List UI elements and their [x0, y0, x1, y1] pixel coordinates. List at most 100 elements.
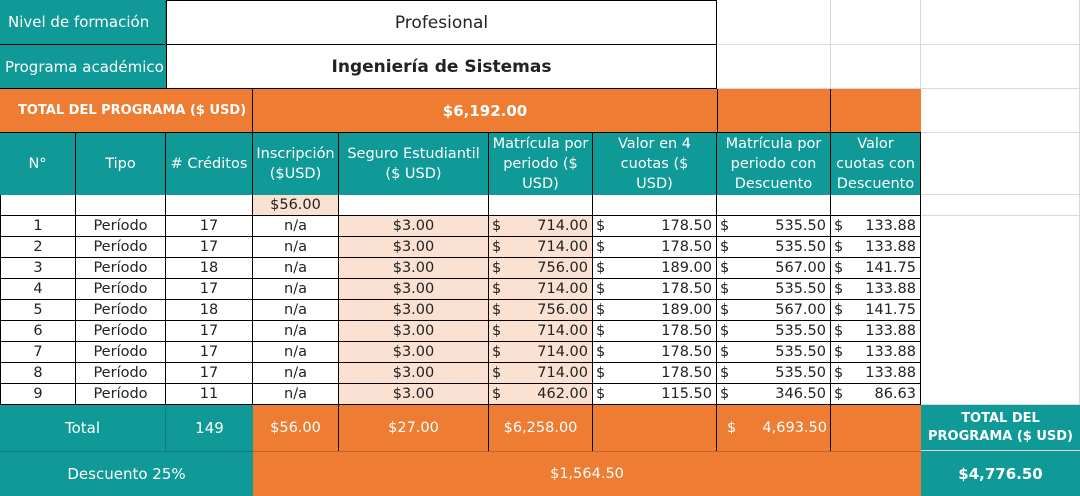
cell-seguro[interactable]: $3.00 — [339, 300, 489, 321]
cell-matricula[interactable]: $714.00 — [489, 342, 593, 363]
cell-n[interactable]: 3 — [0, 258, 76, 279]
cell-cuotas[interactable]: $178.50 — [593, 321, 717, 342]
nivel-value[interactable]: Profesional — [166, 0, 717, 45]
cell-n[interactable]: 8 — [0, 363, 76, 384]
empty-cell[interactable] — [0, 195, 76, 216]
cell-inscripcion[interactable]: n/a — [253, 279, 339, 300]
cell-matricula-desc[interactable]: $567.00 — [717, 300, 831, 321]
total-seguro[interactable]: $27.00 — [339, 405, 489, 451]
cell-matricula-desc[interactable]: $535.50 — [717, 363, 831, 384]
cell-tipo[interactable]: Período — [76, 258, 166, 279]
cell-matricula-desc[interactable]: $567.00 — [717, 258, 831, 279]
cell-creditos[interactable]: 17 — [166, 363, 253, 384]
total-matricula[interactable]: $6,258.00 — [489, 405, 593, 451]
total-cuotas-empty[interactable] — [593, 405, 717, 451]
cell-matricula[interactable]: $756.00 — [489, 258, 593, 279]
cell-seguro[interactable]: $3.00 — [339, 342, 489, 363]
descuento-value[interactable]: $1,564.50 — [253, 451, 921, 496]
empty-cell[interactable] — [921, 0, 1080, 45]
total-programa-empty[interactable] — [717, 89, 831, 133]
cell-seguro[interactable]: $3.00 — [339, 321, 489, 342]
cell-creditos[interactable]: 11 — [166, 384, 253, 405]
programa-value[interactable]: Ingeniería de Sistemas — [166, 44, 717, 89]
cell-inscripcion[interactable]: n/a — [253, 237, 339, 258]
cell-cuotas-desc[interactable]: $133.88 — [831, 342, 921, 363]
cell-matricula[interactable]: $714.00 — [489, 216, 593, 237]
cell-seguro[interactable]: $3.00 — [339, 363, 489, 384]
empty-cell[interactable] — [921, 89, 1080, 133]
cell-cuotas[interactable]: $178.50 — [593, 279, 717, 300]
empty-cell[interactable] — [921, 45, 1080, 89]
cell-cuotas[interactable]: $178.50 — [593, 363, 717, 384]
cell-matricula[interactable]: $462.00 — [489, 384, 593, 405]
cell-cuotas-desc[interactable]: $133.88 — [831, 363, 921, 384]
header-cuotas-desc[interactable]: Valor cuotas con Descuento — [831, 133, 921, 195]
cell-tipo[interactable]: Período — [76, 321, 166, 342]
cell-creditos[interactable]: 17 — [166, 237, 253, 258]
programa-label[interactable]: Programa académico — [0, 45, 166, 89]
cell-matricula-desc[interactable]: $535.50 — [717, 321, 831, 342]
cell-cuotas[interactable]: $178.50 — [593, 342, 717, 363]
cell-creditos[interactable]: 17 — [166, 342, 253, 363]
empty-cell[interactable] — [593, 195, 717, 216]
header-matricula[interactable]: Matrícula por periodo ($ USD) — [489, 133, 593, 195]
cell-matricula-desc[interactable]: $535.50 — [717, 279, 831, 300]
cell-seguro[interactable]: $3.00 — [339, 216, 489, 237]
total-creditos[interactable]: 149 — [166, 405, 253, 451]
cell-tipo[interactable]: Período — [76, 216, 166, 237]
cell-cuotas[interactable]: $178.50 — [593, 216, 717, 237]
cell-matricula[interactable]: $714.00 — [489, 363, 593, 384]
empty-cell[interactable] — [921, 195, 1080, 216]
cell-inscripcion[interactable]: n/a — [253, 300, 339, 321]
nivel-label[interactable]: Nivel de formación — [0, 0, 166, 45]
cell-tipo[interactable]: Período — [76, 300, 166, 321]
cell-cuotas-desc[interactable]: $133.88 — [831, 216, 921, 237]
empty-cell[interactable] — [717, 45, 831, 89]
cell-matricula[interactable]: $756.00 — [489, 300, 593, 321]
cell-n[interactable]: 4 — [0, 279, 76, 300]
empty-cell[interactable] — [717, 195, 831, 216]
cell-tipo[interactable]: Período — [76, 342, 166, 363]
cell-cuotas-desc[interactable]: $133.88 — [831, 237, 921, 258]
header-seguro[interactable]: Seguro Estudiantil ($ USD) — [339, 133, 489, 195]
total-programa-desc-label[interactable]: TOTAL DEL PROGRAMA ($ USD) — [921, 405, 1080, 451]
cell-cuotas[interactable]: $189.00 — [593, 300, 717, 321]
cell-matricula[interactable]: $714.00 — [489, 279, 593, 300]
empty-cell[interactable] — [921, 216, 1080, 405]
total-inscripcion[interactable]: $56.00 — [253, 405, 339, 451]
total-programa-value[interactable]: $6,192.00 — [253, 89, 717, 133]
empty-cell[interactable] — [76, 195, 166, 216]
empty-cell[interactable] — [831, 0, 921, 45]
cell-inscripcion[interactable]: n/a — [253, 216, 339, 237]
cell-seguro[interactable]: $3.00 — [339, 384, 489, 405]
cell-n[interactable]: 1 — [0, 216, 76, 237]
cell-tipo[interactable]: Período — [76, 279, 166, 300]
total-programa-empty[interactable] — [831, 89, 921, 133]
cell-inscripcion[interactable]: n/a — [253, 384, 339, 405]
cell-creditos[interactable]: 18 — [166, 300, 253, 321]
cell-cuotas-desc[interactable]: $133.88 — [831, 321, 921, 342]
cell-inscripcion[interactable]: n/a — [253, 321, 339, 342]
cell-n[interactable]: 7 — [0, 342, 76, 363]
descuento-label[interactable]: Descuento 25% — [0, 451, 253, 496]
cell-inscripcion[interactable]: n/a — [253, 342, 339, 363]
total-programa-label[interactable]: TOTAL DEL PROGRAMA ($ USD) — [0, 89, 253, 133]
cell-matricula-desc[interactable]: $346.50 — [717, 384, 831, 405]
empty-cell[interactable] — [831, 45, 921, 89]
cell-cuotas-desc[interactable]: $141.75 — [831, 300, 921, 321]
cell-n[interactable]: 5 — [0, 300, 76, 321]
cell-tipo[interactable]: Período — [76, 237, 166, 258]
cell-n[interactable]: 6 — [0, 321, 76, 342]
total-programa-desc-value[interactable]: $4,776.50 — [921, 451, 1080, 496]
empty-cell[interactable] — [717, 0, 831, 45]
cell-tipo[interactable]: Período — [76, 384, 166, 405]
cell-matricula-desc[interactable]: $535.50 — [717, 342, 831, 363]
cell-cuotas-desc[interactable]: $86.63 — [831, 384, 921, 405]
inscripcion-value[interactable]: $56.00 — [253, 195, 339, 216]
cell-seguro[interactable]: $3.00 — [339, 258, 489, 279]
header-n[interactable]: N° — [0, 133, 76, 195]
empty-cell[interactable] — [489, 195, 593, 216]
cell-seguro[interactable]: $3.00 — [339, 279, 489, 300]
total-matricula-desc[interactable]: $ 4,693.50 — [717, 405, 831, 451]
cell-n[interactable]: 9 — [0, 384, 76, 405]
